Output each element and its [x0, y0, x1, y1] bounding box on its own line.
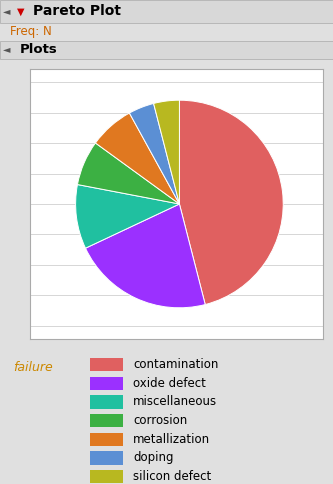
Text: metallization: metallization: [133, 433, 210, 446]
Bar: [90, 358, 123, 371]
Text: miscellaneous: miscellaneous: [133, 395, 217, 408]
Text: failure: failure: [13, 361, 53, 374]
Text: silicon defect: silicon defect: [133, 470, 211, 483]
Bar: [90, 414, 123, 427]
Text: oxide defect: oxide defect: [133, 377, 206, 390]
Text: Pareto Plot: Pareto Plot: [33, 4, 121, 18]
Text: Plots: Plots: [20, 43, 58, 56]
Bar: [0, 41, 333, 59]
Bar: [90, 452, 123, 465]
Bar: [90, 470, 123, 484]
Text: ◄: ◄: [3, 44, 11, 54]
Text: doping: doping: [133, 452, 174, 465]
Bar: [0, 0, 333, 23]
Text: ◄: ◄: [3, 6, 11, 16]
Text: corrosion: corrosion: [133, 414, 187, 427]
Text: contamination: contamination: [133, 358, 218, 371]
Bar: [90, 377, 123, 390]
Text: ▼: ▼: [17, 6, 24, 16]
Text: Freq: N: Freq: N: [10, 25, 52, 38]
Bar: [90, 395, 123, 408]
Bar: [90, 433, 123, 446]
